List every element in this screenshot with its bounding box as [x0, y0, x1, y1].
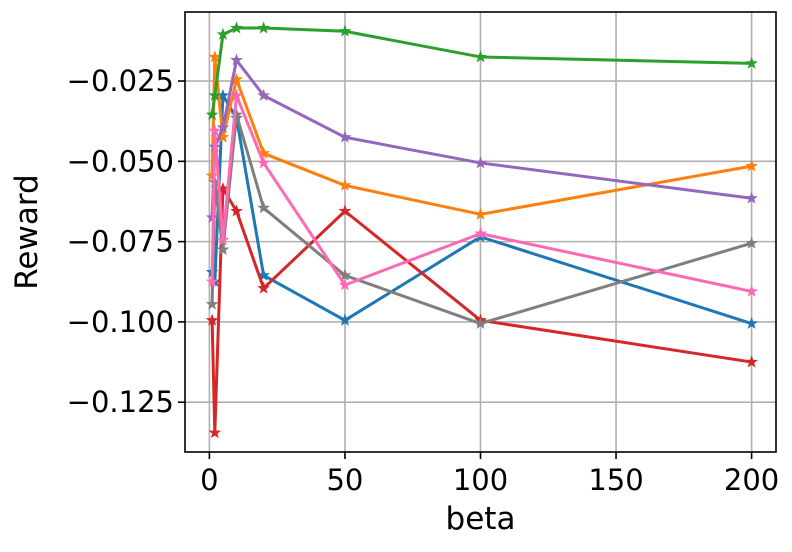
data-point-marker [205, 275, 219, 288]
data-point-marker [474, 226, 487, 239]
data-point-marker [474, 50, 487, 63]
data-point-marker [338, 313, 352, 326]
data-point-marker [208, 124, 222, 137]
y-tick-label: −0.125 [67, 385, 174, 419]
data-point-marker [257, 21, 270, 34]
series-2 [205, 50, 758, 220]
data-point-marker [230, 21, 243, 34]
series-6 [205, 108, 758, 329]
data-point-marker [205, 169, 219, 182]
data-point-marker [338, 268, 352, 281]
data-point-marker [230, 53, 243, 66]
series-line [210, 113, 754, 326]
series-line [210, 187, 754, 435]
data-point-marker [230, 108, 243, 121]
data-point-marker [230, 204, 243, 217]
x-tick-label: 200 [724, 463, 779, 497]
data-point-marker [257, 88, 270, 101]
data-point-marker [205, 108, 219, 121]
series-line [210, 55, 754, 216]
x-tick-label: 50 [326, 463, 363, 497]
data-point-marker [745, 316, 758, 329]
data-point-marker [208, 426, 222, 439]
data-point-marker [208, 88, 222, 101]
data-point-marker [474, 316, 487, 329]
x-tick-label: 0 [200, 463, 218, 497]
data-point-marker [257, 201, 270, 214]
data-point-marker [205, 297, 219, 310]
data-point-marker [216, 120, 230, 134]
data-point-marker [257, 156, 270, 169]
data-point-marker [216, 233, 230, 246]
x-tick-label: 150 [588, 463, 643, 497]
data-point-marker [216, 27, 230, 40]
x-axis-label: beta [446, 501, 516, 537]
series-4 [205, 181, 758, 439]
data-point-marker [338, 278, 352, 291]
data-point-marker [216, 243, 230, 256]
series-layer [205, 21, 758, 439]
data-point-marker [338, 178, 352, 191]
data-point-marker [745, 159, 758, 172]
y-axis-label: Reward [9, 174, 45, 289]
x-tick-label: 100 [453, 463, 508, 497]
data-point-marker [205, 313, 219, 326]
data-point-marker [257, 281, 270, 294]
y-tick-label: −0.075 [67, 225, 174, 259]
series-line [210, 58, 754, 220]
data-point-marker [338, 24, 352, 37]
y-tick-label: −0.025 [67, 64, 174, 98]
series-line [210, 26, 754, 117]
data-point-marker [745, 284, 758, 297]
data-point-marker [230, 88, 243, 101]
series-7 [205, 88, 758, 297]
series-3 [205, 21, 758, 121]
y-tick-label: −0.050 [67, 144, 174, 178]
data-point-marker [745, 191, 758, 204]
data-point-marker [474, 207, 487, 220]
data-point-marker [338, 204, 352, 217]
series-1 [205, 88, 758, 329]
series-line [210, 94, 754, 326]
data-point-marker [338, 130, 352, 143]
series-5 [205, 53, 758, 223]
series-line [210, 94, 754, 293]
data-point-marker [474, 156, 487, 169]
data-point-marker [745, 56, 758, 69]
y-tick-label: −0.100 [67, 305, 174, 339]
data-point-marker [745, 355, 758, 368]
data-point-marker [745, 236, 758, 249]
tick-layer: 0 50 100 150 200 −0.125 −0.100 −0.075 −0.050 −0.0… [67, 64, 780, 497]
